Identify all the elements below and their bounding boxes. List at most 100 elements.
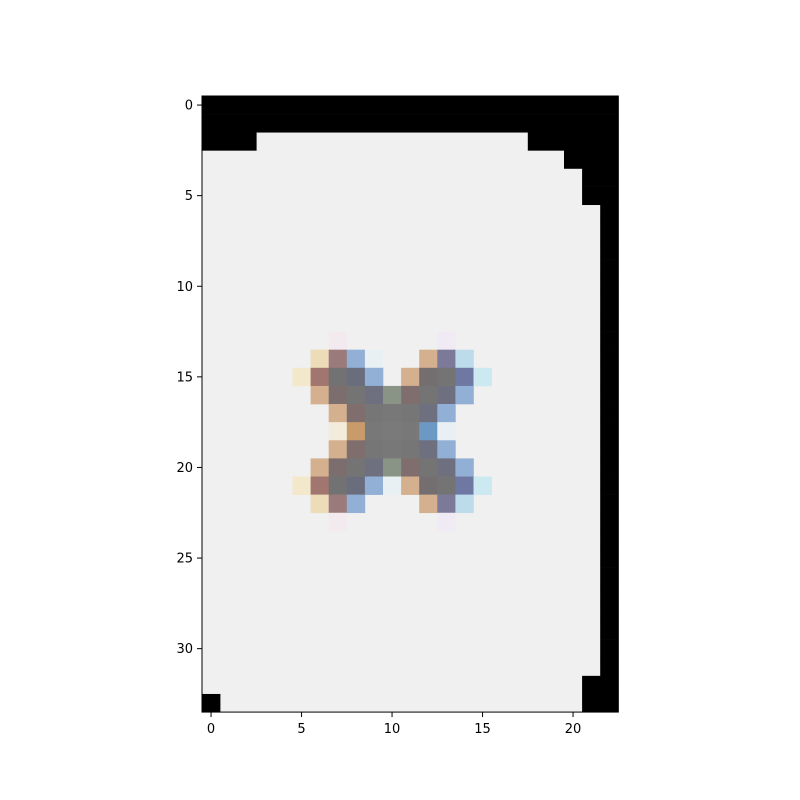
heatmap-cell-border bbox=[600, 422, 619, 441]
heatmap-cell-border bbox=[600, 512, 619, 532]
heatmap-cell bbox=[419, 422, 438, 441]
heatmap-cell bbox=[292, 476, 311, 495]
heatmap-cell bbox=[346, 458, 366, 477]
heatmap-cell-border bbox=[600, 585, 619, 604]
heatmap-cell-border bbox=[600, 259, 619, 278]
y-tick-label: 0 bbox=[185, 99, 193, 114]
heatmap-cell bbox=[437, 440, 456, 459]
heatmap-cell bbox=[346, 349, 366, 369]
y-tick-label: 10 bbox=[176, 280, 193, 295]
heatmap-cell-border bbox=[202, 132, 257, 151]
heatmap-cell bbox=[346, 404, 366, 423]
heatmap-cell-border bbox=[582, 675, 619, 695]
heatmap-cell-border bbox=[600, 639, 619, 659]
heatmap-cell bbox=[383, 422, 402, 441]
heatmap-cell bbox=[455, 494, 474, 514]
heatmap-cell bbox=[437, 512, 456, 532]
heatmap-cell bbox=[328, 458, 348, 477]
heatmap-cell bbox=[328, 331, 348, 350]
heatmap-cell bbox=[473, 476, 492, 495]
heatmap-cell bbox=[364, 385, 384, 405]
heatmap-cell-border bbox=[600, 331, 619, 350]
heatmap-cell-border bbox=[600, 277, 619, 296]
heatmap-cell bbox=[437, 331, 456, 350]
heatmap-cell bbox=[292, 367, 311, 387]
heatmap-cell-border bbox=[600, 567, 619, 586]
heatmap-cell bbox=[401, 458, 420, 477]
heatmap-cell bbox=[328, 404, 348, 423]
heatmap-cell bbox=[437, 476, 456, 495]
heatmap-cell bbox=[328, 349, 348, 369]
heatmap-cell bbox=[437, 404, 456, 423]
heatmap-cell bbox=[437, 458, 456, 477]
heatmap-cell bbox=[346, 385, 366, 405]
y-tick-label: 25 bbox=[176, 552, 193, 567]
heatmap-cell bbox=[346, 367, 366, 387]
y-tick-label: 5 bbox=[185, 189, 193, 204]
heatmap-cell bbox=[310, 349, 329, 369]
y-tick-label: 20 bbox=[176, 461, 193, 476]
y-tick-label: 30 bbox=[176, 642, 193, 657]
heatmap-cell-border bbox=[600, 549, 619, 568]
heatmap-cell bbox=[455, 349, 474, 369]
heatmap-cell-border bbox=[202, 114, 619, 133]
heatmap-cell bbox=[419, 458, 438, 477]
heatmap-cell bbox=[364, 458, 384, 477]
heatmap-cell bbox=[310, 494, 329, 514]
heatmap-cell bbox=[419, 476, 438, 495]
heatmap-cell-border bbox=[600, 530, 619, 550]
heatmap-cell-border bbox=[600, 494, 619, 514]
heatmap-cell bbox=[328, 367, 348, 387]
heatmap-cell-border bbox=[600, 621, 619, 640]
heatmap-cell bbox=[473, 367, 492, 387]
heatmap-cell bbox=[401, 404, 420, 423]
heatmap-cell bbox=[419, 440, 438, 459]
heatmap-cell bbox=[346, 422, 366, 441]
heatmap-cell-border bbox=[600, 367, 619, 387]
x-tick-label: 0 bbox=[207, 722, 215, 737]
heatmap-cell bbox=[455, 367, 474, 387]
heatmap-cell bbox=[437, 385, 456, 405]
heatmap-cell bbox=[310, 385, 329, 405]
heatmap-cell-border bbox=[582, 168, 619, 187]
heatmap-cell-border bbox=[600, 458, 619, 477]
heatmap-cell-border bbox=[202, 96, 619, 115]
heatmap-cell-border bbox=[600, 385, 619, 405]
x-tick-label: 10 bbox=[384, 722, 401, 737]
heatmap-cell-border bbox=[600, 222, 619, 242]
heatmap-cell bbox=[383, 440, 402, 459]
x-tick-label: 5 bbox=[297, 722, 305, 737]
heatmap-cell-border bbox=[564, 150, 619, 169]
heatmap-cell bbox=[328, 476, 348, 495]
heatmap-cell-border bbox=[600, 440, 619, 459]
heatmap-cell bbox=[437, 367, 456, 387]
heatmap-cell bbox=[328, 440, 348, 459]
heatmap-cell bbox=[310, 458, 329, 477]
x-tick-label: 15 bbox=[474, 722, 491, 737]
heatmap-cell bbox=[401, 422, 420, 441]
heatmap-cell bbox=[401, 476, 420, 495]
heatmap-cells bbox=[201, 95, 619, 713]
heatmap-cell bbox=[346, 476, 366, 495]
heatmap-cell bbox=[419, 404, 438, 423]
heatmap-cell bbox=[364, 349, 384, 369]
heatmap-cell bbox=[419, 367, 438, 387]
heatmap-cell bbox=[364, 422, 384, 441]
heatmap-cell bbox=[364, 367, 384, 387]
heatmap-cell-border bbox=[600, 476, 619, 495]
heatmap-cell-border bbox=[600, 313, 619, 332]
y-tick-label: 15 bbox=[176, 370, 193, 385]
heatmap-cell bbox=[346, 440, 366, 459]
heatmap-cell bbox=[455, 476, 474, 495]
heatmap-cell bbox=[328, 385, 348, 405]
heatmap-cell-border bbox=[582, 186, 619, 206]
heatmap-cell bbox=[364, 404, 384, 423]
heatmap-cell-border bbox=[600, 240, 619, 260]
heatmap-cell bbox=[383, 458, 402, 477]
heatmap-cell-border bbox=[600, 404, 619, 423]
heatmap-cell-border bbox=[600, 603, 619, 622]
heatmap-cell-border bbox=[582, 693, 619, 713]
heatmap-cell bbox=[383, 404, 402, 423]
heatmap-cell bbox=[401, 385, 420, 405]
